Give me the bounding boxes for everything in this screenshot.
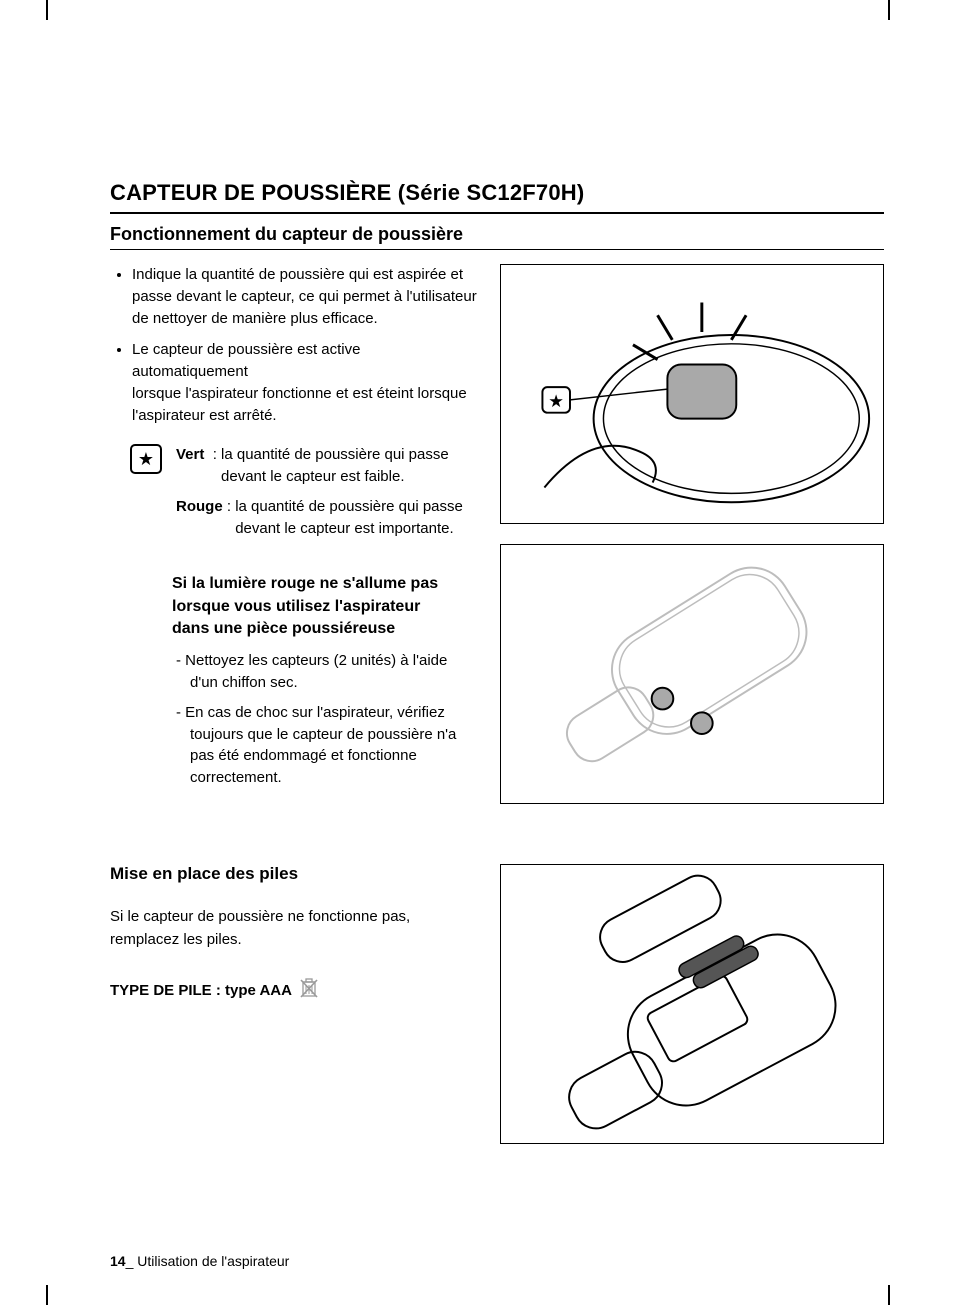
text-column: Indique la quantité de poussière qui est… — [110, 264, 480, 824]
figure-column: ★ — [500, 264, 884, 824]
list-item: Indique la quantité de poussière qui est… — [132, 264, 480, 329]
troubleshoot-heading: Si la lumière rouge ne s'allume pas lors… — [172, 573, 462, 640]
divider — [110, 212, 884, 214]
page-number: 14 — [110, 1253, 126, 1269]
battery-text: Mise en place des piles Si le capteur de… — [110, 864, 480, 1164]
battery-figure-col — [500, 864, 884, 1164]
bullet-list: Indique la quantité de poussière qui est… — [110, 264, 480, 426]
legend-block: ★ Vert : la quantité de poussière qui pa… — [130, 444, 480, 547]
list-item: Nettoyez les capteurs (2 unités) à l'aid… — [190, 650, 462, 694]
figure-sensor-location — [500, 544, 884, 804]
divider — [110, 249, 884, 250]
color-legend: Vert : la quantité de poussière qui pass… — [176, 444, 480, 547]
legend-red: Rouge : la quantité de poussière qui pas… — [176, 496, 480, 540]
list-item: Le capteur de poussière est active autom… — [132, 339, 480, 426]
legend-green: Vert : la quantité de poussière qui pass… — [176, 444, 480, 488]
troubleshoot-block: Si la lumière rouge ne s'allume pas lors… — [172, 573, 462, 789]
svg-text:★: ★ — [548, 391, 564, 411]
footer-sep: _ — [126, 1253, 138, 1269]
battery-heading: Mise en place des piles — [110, 864, 480, 884]
figure-battery — [500, 864, 884, 1144]
legend-text: la quantité de poussière qui passe devan… — [235, 496, 480, 540]
content-row: Indique la quantité de poussière qui est… — [110, 264, 884, 824]
page-footer: 14_ Utilisation de l'aspirateur — [110, 1253, 289, 1269]
separator: : — [204, 444, 221, 488]
list-item: En cas de choc sur l'aspirateur, vérifie… — [190, 702, 462, 789]
sub-title: Fonctionnement du capteur de poussière — [110, 224, 884, 245]
separator: : — [223, 496, 236, 540]
crossed-bin-icon — [300, 977, 318, 1003]
legend-text: la quantité de poussière qui passe devan… — [221, 444, 480, 488]
battery-intro: Si le capteur de poussière ne fonctionne… — [110, 906, 480, 951]
battery-type-line: TYPE DE PILE : type AAA — [110, 977, 480, 1003]
crop-mark-icon — [46, 0, 48, 20]
footer-label: Utilisation de l'aspirateur — [137, 1253, 289, 1269]
crop-mark-icon — [888, 1285, 890, 1305]
sensor-location-icon — [507, 551, 877, 797]
star-icon: ★ — [130, 444, 162, 474]
legend-label: Vert — [176, 444, 204, 488]
troubleshoot-list: Nettoyez les capteurs (2 unités) à l'aid… — [172, 650, 462, 789]
legend-label: Rouge — [176, 496, 223, 540]
crop-mark-icon — [888, 0, 890, 20]
sensor-light-icon: ★ — [507, 271, 877, 517]
battery-row: Mise en place des piles Si le capteur de… — [110, 864, 884, 1164]
section-title: CAPTEUR DE POUSSIÈRE (Série SC12F70H) — [110, 180, 884, 206]
manual-page: CAPTEUR DE POUSSIÈRE (Série SC12F70H) Fo… — [0, 0, 954, 1305]
battery-type-label: TYPE DE PILE : type AAA — [110, 982, 292, 999]
crop-mark-icon — [46, 1285, 48, 1305]
figure-sensor-light: ★ — [500, 264, 884, 524]
battery-compartment-icon — [507, 871, 877, 1137]
